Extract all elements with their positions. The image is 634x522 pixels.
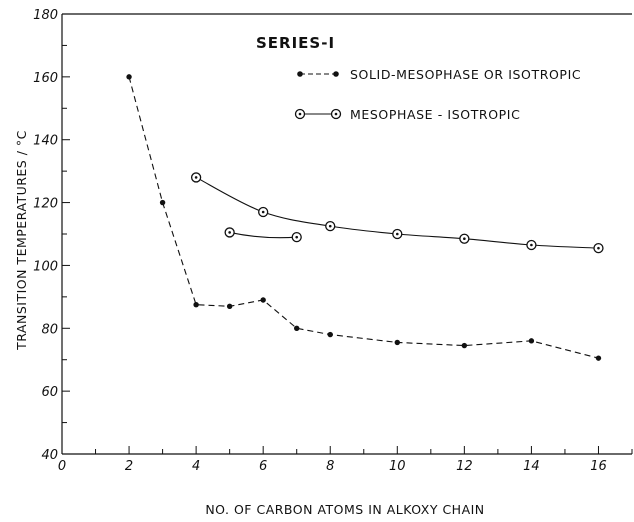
legend-label-solid-mesophase: SOLID-MESOPHASE OR ISOTROPIC (350, 67, 581, 82)
y-tick-label: 60 (41, 385, 58, 400)
legend: SOLID-MESOPHASE OR ISOTROPIC MESOPHASE -… (294, 67, 581, 122)
y-tick-label: 160 (33, 71, 58, 86)
data-point-solid-mesophase (260, 297, 266, 303)
y-tick-label: 140 (33, 134, 58, 149)
legend-marker-mesophase-isotropic-right-dot (334, 112, 338, 116)
data-point-solid-mesophase (595, 355, 602, 361)
legend-marker-solid-mesophase-right (333, 71, 339, 77)
data-point-solid-mesophase (461, 342, 468, 349)
legend-label-mesophase-isotropic: MESOPHASE - ISOTROPIC (350, 107, 520, 122)
y-axis-title: TRANSITION TEMPERATURES / °C (14, 130, 29, 351)
x-tick-label: 0 (58, 459, 66, 474)
y-tick-label: 100 (33, 259, 58, 274)
x-axis-title: NO. OF CARBON ATOMS IN ALKOXY CHAIN (205, 502, 484, 517)
data-point-mesophase-isotropic-center (328, 224, 332, 228)
axes: 0 2 4 6 8 10 12 14 16 40 60 80 100 120 140 160 180 (33, 8, 633, 474)
legend-marker-solid-mesophase-left (297, 71, 303, 77)
x-tick-label: 16 (590, 459, 607, 474)
data-point-mesophase-isotropic-center (395, 232, 399, 236)
data-point-solid-mesophase (528, 338, 535, 344)
y-tick-label: 40 (41, 448, 58, 463)
data-point-mesophase-isotropic-center (194, 176, 198, 179)
data-point-solid-mesophase (226, 303, 233, 309)
x-tick-label: 6 (259, 459, 267, 474)
data-point-mesophase-isotropic-center (597, 246, 600, 250)
data-point-mesophase-isotropic-center (261, 210, 265, 214)
series-layer (126, 74, 604, 361)
data-point-solid-mesophase (159, 199, 166, 206)
data-point-solid-mesophase (394, 339, 400, 346)
data-point-solid-mesophase (327, 331, 333, 338)
y-tick-label: 120 (33, 197, 58, 212)
series-line-mesophase-isotropic-2 (229, 231, 297, 239)
data-point-mesophase-isotropic-center (228, 231, 231, 234)
y-tick-label: 80 (41, 322, 58, 337)
data-point-mesophase-isotropic-center (463, 237, 466, 241)
x-tick-label: 8 (326, 459, 334, 474)
data-point-mesophase-isotropic-center (295, 235, 299, 239)
x-tick-label: 4 (192, 459, 200, 474)
data-point-mesophase-isotropic-center (530, 243, 533, 247)
x-tick-label: 2 (125, 459, 133, 474)
data-point-solid-mesophase (126, 74, 132, 80)
y-tick-label: 180 (33, 8, 58, 23)
series-line-solid-mesophase (128, 76, 599, 359)
data-point-solid-mesophase (193, 302, 199, 308)
x-tick-label: 12 (456, 459, 473, 474)
x-tick-label: 14 (523, 459, 540, 474)
data-point-solid-mesophase (294, 325, 300, 331)
chart-title: SERIES-I (256, 34, 335, 52)
legend-marker-mesophase-isotropic-left-dot (298, 112, 302, 116)
x-tick-label: 10 (389, 459, 406, 474)
